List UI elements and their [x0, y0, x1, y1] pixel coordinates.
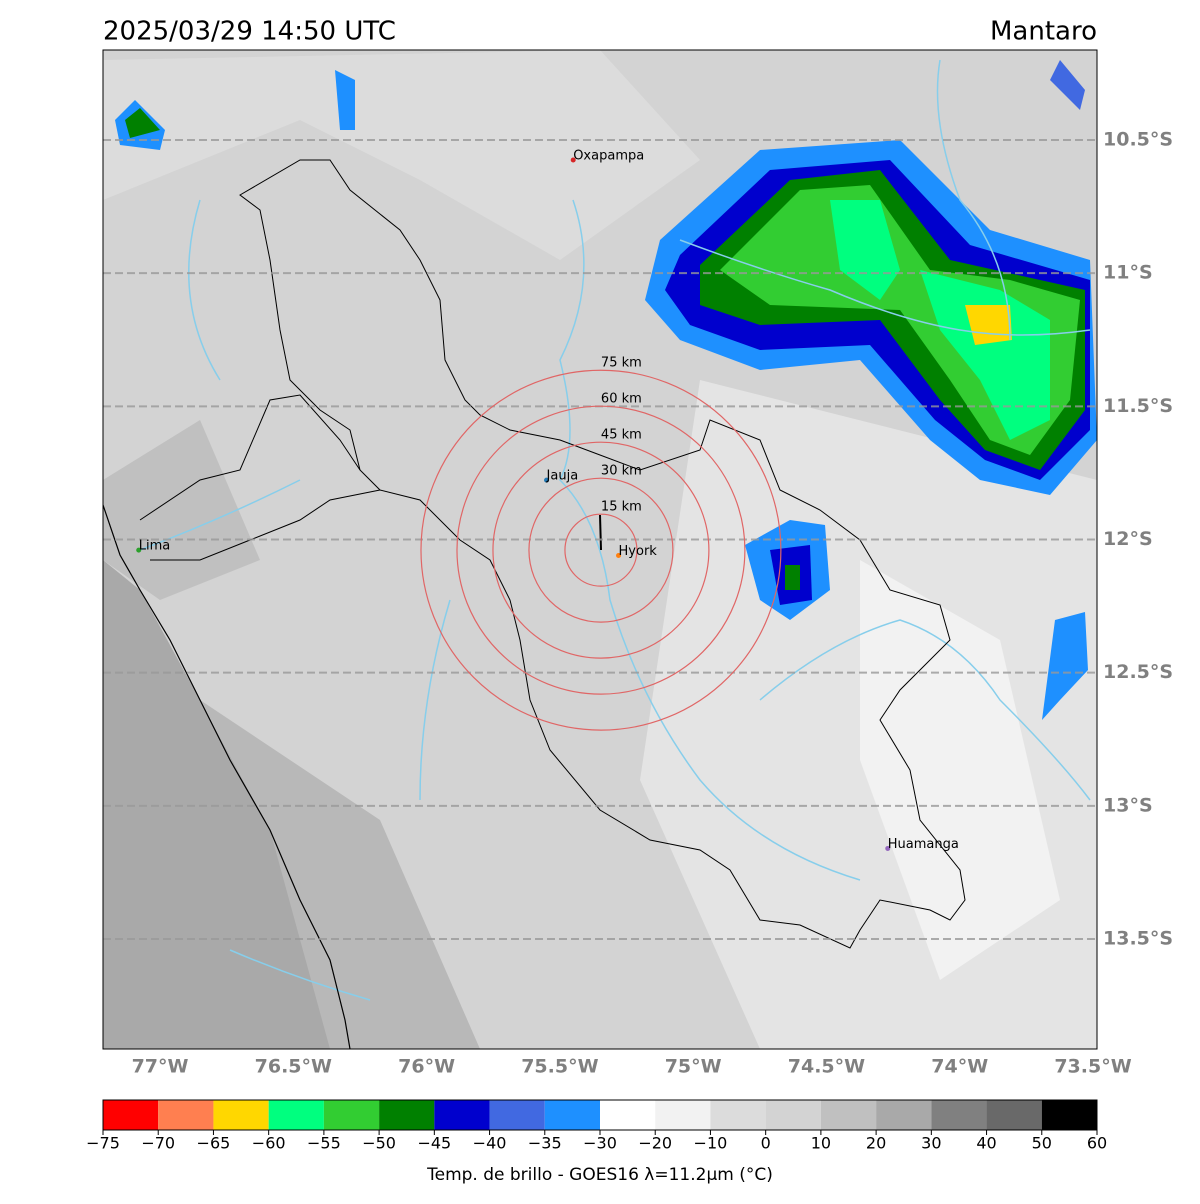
colorbar-segment [931, 1100, 987, 1130]
colorbar-segment [1041, 1100, 1097, 1130]
ring-label: 30 km [601, 464, 642, 479]
lon-label: 77°W [132, 1056, 189, 1078]
colorbar-segment [765, 1100, 821, 1130]
lat-label: 13.5°S [1103, 928, 1173, 950]
colorbar-segment [213, 1100, 269, 1130]
colorbar-segment [379, 1100, 435, 1130]
ring-label: 75 km [601, 356, 642, 371]
lon-label: 75°W [665, 1056, 722, 1078]
lon-label: 73.5°W [1054, 1056, 1131, 1078]
city-marker [544, 477, 550, 483]
lon-label: 75.5°W [521, 1056, 598, 1078]
colorbar-tick-label: −10 [694, 1134, 728, 1153]
colorbar-tick-label: −65 [197, 1134, 231, 1153]
colorbar-segment [103, 1100, 159, 1130]
ring-label: 45 km [601, 428, 642, 443]
colorbar-tick-label: −50 [362, 1134, 396, 1153]
colorbar-segment [600, 1100, 656, 1130]
city-label: Jauja [546, 469, 579, 484]
colorbar-tick-label: −30 [583, 1134, 617, 1153]
lat-label: 12.5°S [1103, 661, 1173, 683]
colorbar-segment [434, 1100, 490, 1130]
map-overlay: 15 km 30 km 45 km 60 km 75 km Oxapampa Jauja Li… [103, 139, 1097, 941]
colorbar-tick-label: −20 [638, 1134, 672, 1153]
lat-label: 10.5°S [1103, 129, 1173, 151]
city-marker [885, 845, 891, 851]
region-name: Mantaro [990, 17, 1097, 47]
colorbar-tick-label: −55 [307, 1134, 341, 1153]
city-marker [136, 547, 142, 553]
range-ring [564, 513, 638, 587]
lon-label: 74.5°W [788, 1056, 865, 1078]
range-ring [492, 441, 710, 659]
colorbar-tick-label: 60 [1087, 1134, 1107, 1153]
lon-label: 74°W [931, 1056, 988, 1078]
colorbar-tick-label: −70 [141, 1134, 175, 1153]
colorbar-label: Temp. de brillo - GOES16 λ=11.2μm (°C) [426, 1165, 773, 1185]
colorbar-segment [158, 1100, 214, 1130]
ring-label: 15 km [601, 500, 642, 515]
colorbar-segment [544, 1100, 600, 1130]
colorbar-tick-label: 10 [811, 1134, 831, 1153]
city-marker [616, 552, 622, 558]
colorbar-tick-label: 40 [976, 1134, 996, 1153]
colorbar-tick-label: −60 [252, 1134, 286, 1153]
colorbar-segment [986, 1100, 1042, 1130]
range-ring [528, 477, 674, 623]
colorbar-segment [655, 1100, 711, 1130]
range-ring [456, 405, 746, 695]
colorbar-tick-label: 0 [761, 1134, 771, 1153]
city-label: Hyork [619, 544, 658, 559]
colorbar-segment [268, 1100, 324, 1130]
colorbar-segment [710, 1100, 766, 1130]
ring-label: 60 km [601, 392, 642, 407]
colorbar-tick-label: −45 [417, 1134, 451, 1153]
city-label: Lima [139, 539, 170, 554]
colorbar-segment [323, 1100, 380, 1130]
city-label: Huamanga [888, 837, 959, 852]
colorbar-tick-label: −75 [86, 1134, 120, 1153]
lat-label: 12°S [1103, 528, 1153, 550]
colorbar-tick-label: 20 [866, 1134, 886, 1153]
map-frame [102, 49, 1098, 1050]
lat-label: 11.5°S [1103, 395, 1173, 417]
range-ring [420, 369, 782, 731]
colorbar-tick-label: −35 [528, 1134, 562, 1153]
colorbar-tick-label: 30 [921, 1134, 941, 1153]
title: 2025/03/29 14:50 UTC [103, 17, 396, 47]
lon-label: 76.5°W [255, 1056, 332, 1078]
colorbar-segment [489, 1100, 545, 1130]
colorbar-segment [820, 1100, 877, 1130]
city-label: Oxapampa [573, 148, 644, 163]
colorbar-tick-label: 50 [1032, 1134, 1052, 1153]
lon-label: 76°W [398, 1056, 455, 1078]
lat-label: 13°S [1103, 794, 1153, 816]
city-marker [570, 157, 576, 163]
colorbar-segment [876, 1100, 932, 1130]
colorbar-tick-label: −40 [473, 1134, 507, 1153]
map-imagery [103, 50, 1097, 1049]
lat-label: 11°S [1103, 262, 1153, 284]
